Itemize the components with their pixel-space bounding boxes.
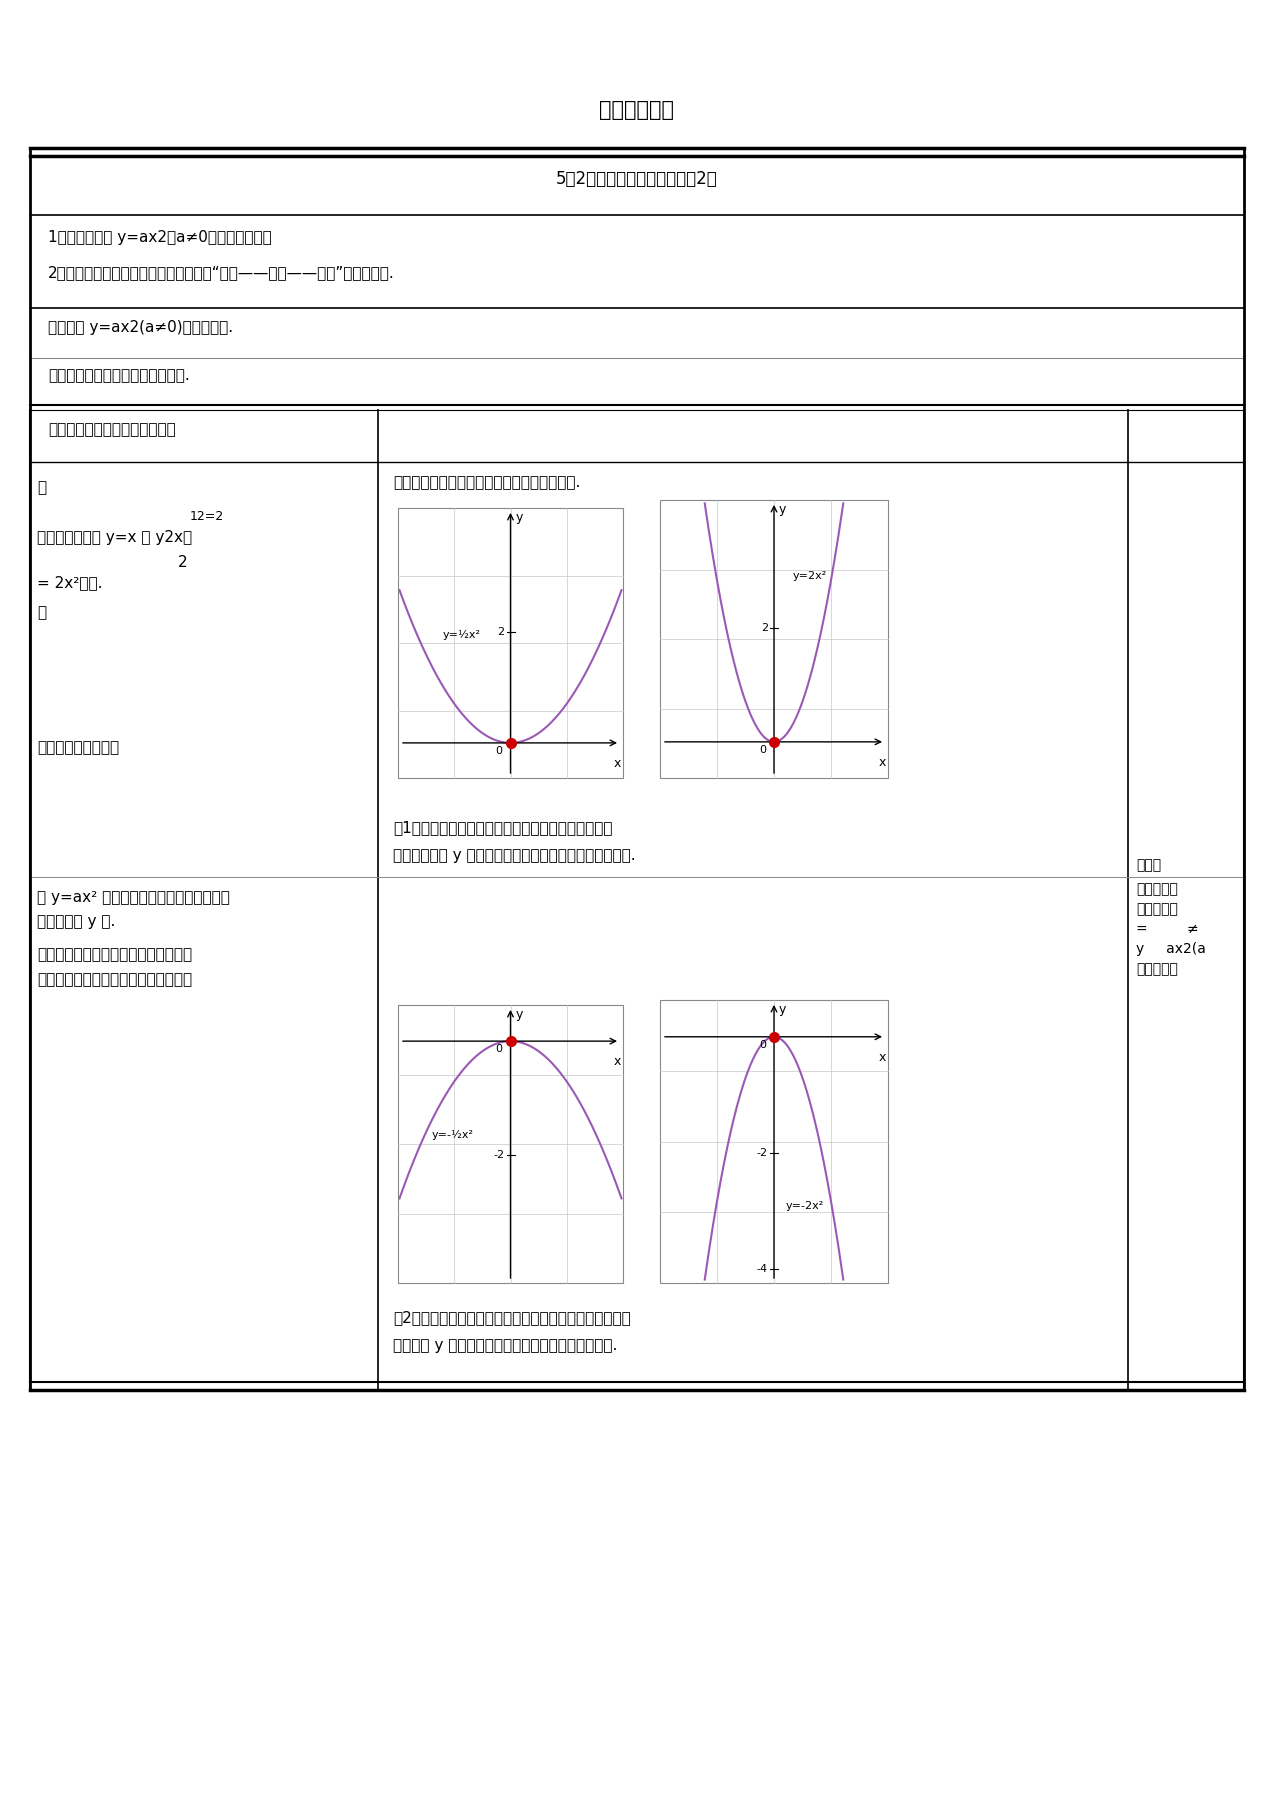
Text: 授课过程（教师）学生活动设计: 授课过程（教师）学生活动设计 (48, 422, 176, 437)
Text: y: y (516, 511, 522, 523)
Text: 2．领悟用类比方法研究数学问题，实现“研究——经验——运用”的思想过程.: 2．领悟用类比方法研究数学问题，实现“研究——经验——运用”的思想过程. (48, 265, 395, 280)
Text: 数 y=ax² 的图像是一条抛物线，抛物线的: 数 y=ax² 的图像是一条抛物线，抛物线的 (37, 889, 229, 906)
Bar (397, 1005, 623, 1283)
Text: ．: ． (37, 480, 46, 494)
Text: 12=2: 12=2 (190, 511, 224, 523)
Text: -2: -2 (493, 1151, 505, 1160)
Text: 经过画: 经过画 (1136, 859, 1161, 871)
Text: 标系中画出函数 y=x 和 y2x、: 标系中画出函数 y=x 和 y2x、 (37, 530, 192, 545)
Text: 归纳总结 y=ax2(a≠0)的图像性质.: 归纳总结 y=ax2(a≠0)的图像性质. (48, 319, 233, 336)
Text: 质打下基础: 质打下基础 (1136, 962, 1178, 976)
Text: 2: 2 (761, 622, 768, 633)
Bar (660, 500, 888, 778)
Text: x: x (613, 1055, 620, 1068)
Text: 0: 0 (496, 745, 502, 756)
Text: y: y (778, 503, 786, 516)
Text: 对称轴为 y 轴，极点在原点，极点是抛物线的最高点.: 对称轴为 y 轴，极点在原点，极点是抛物线的最高点. (392, 1339, 618, 1353)
Text: ，对称轴为 y 轴.: ，对称轴为 y 轴. (37, 915, 116, 929)
Text: 程，为下面: 程，为下面 (1136, 902, 1178, 916)
Text: y=-½x²: y=-½x² (432, 1129, 474, 1140)
Text: x: x (878, 756, 885, 769)
Text: 获得利用图像研究函数性质的经验.: 获得利用图像研究函数性质的经验. (48, 368, 190, 382)
Text: 时，抛物线的张口向上，极点是抛物线: 时，抛物线的张口向上，极点是抛物线 (37, 947, 192, 962)
Text: 5．2二次函数的图像和性质（2）: 5．2二次函数的图像和性质（2） (557, 170, 717, 188)
Text: 学生画图像，并思虑这四个图像各有什么特色.: 学生画图像，并思虑这四个图像各有什么特色. (392, 474, 581, 491)
Text: y=2x²: y=2x² (792, 570, 827, 581)
Bar (660, 999, 888, 1283)
Text: y     ax2(a: y ax2(a (1136, 942, 1206, 956)
Text: x: x (878, 1050, 885, 1064)
Text: ．: ． (37, 604, 46, 621)
Text: x: x (613, 758, 620, 770)
Text: y: y (516, 1008, 522, 1021)
Bar (397, 509, 623, 778)
Text: = 2x²图像.: = 2x²图像. (37, 575, 102, 590)
Text: （2）这两个函数的图像都是抛物线，抛物线的张口向下，: （2）这两个函数的图像都是抛物线，抛物线的张口向下， (392, 1310, 631, 1324)
Text: y: y (778, 1003, 786, 1016)
Text: 1．能归纳总结 y=ax2（a≠0）的图像性质；: 1．能归纳总结 y=ax2（a≠0）的图像性质； (48, 229, 271, 245)
Text: 2: 2 (497, 628, 505, 637)
Text: -4: -4 (757, 1265, 768, 1274)
Text: 二次函数图: 二次函数图 (1136, 882, 1178, 897)
Text: 上，对称轴为 y 轴，极点在原点，极点是抛物线的最低点.: 上，对称轴为 y 轴，极点在原点，极点是抛物线的最低点. (392, 848, 636, 862)
Text: -2: -2 (757, 1147, 768, 1158)
Text: 0: 0 (759, 745, 766, 754)
Text: 图像各有什么特色？: 图像各有什么特色？ (37, 740, 120, 756)
Text: 0: 0 (496, 1045, 502, 1054)
Text: （1）这两个函数的图像都是抛物线，抛物线的张口向: （1）这两个函数的图像都是抛物线，抛物线的张口向 (392, 821, 613, 835)
Text: 0: 0 (759, 1039, 766, 1050)
Text: 数学授课方案: 数学授课方案 (600, 99, 674, 121)
Text: =         ≠: = ≠ (1136, 922, 1199, 936)
Text: 时，抛物线的张口向下，极点是抛物线: 时，抛物线的张口向下，极点是抛物线 (37, 972, 192, 987)
Text: y=-2x²: y=-2x² (785, 1201, 824, 1210)
Text: y=½x²: y=½x² (443, 630, 482, 640)
Text: 2: 2 (178, 556, 187, 570)
